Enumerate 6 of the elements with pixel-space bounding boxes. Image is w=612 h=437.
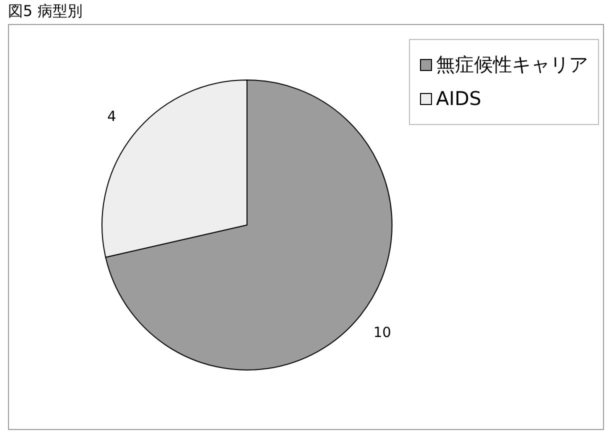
- data-label: 10: [373, 324, 392, 341]
- legend-label: AIDS: [436, 88, 482, 110]
- data-label: 4: [107, 109, 116, 126]
- pie-slice: [105, 80, 392, 370]
- chart-title: 図5 病型別: [8, 2, 82, 21]
- legend-label: 無症候性キャリア: [436, 53, 588, 78]
